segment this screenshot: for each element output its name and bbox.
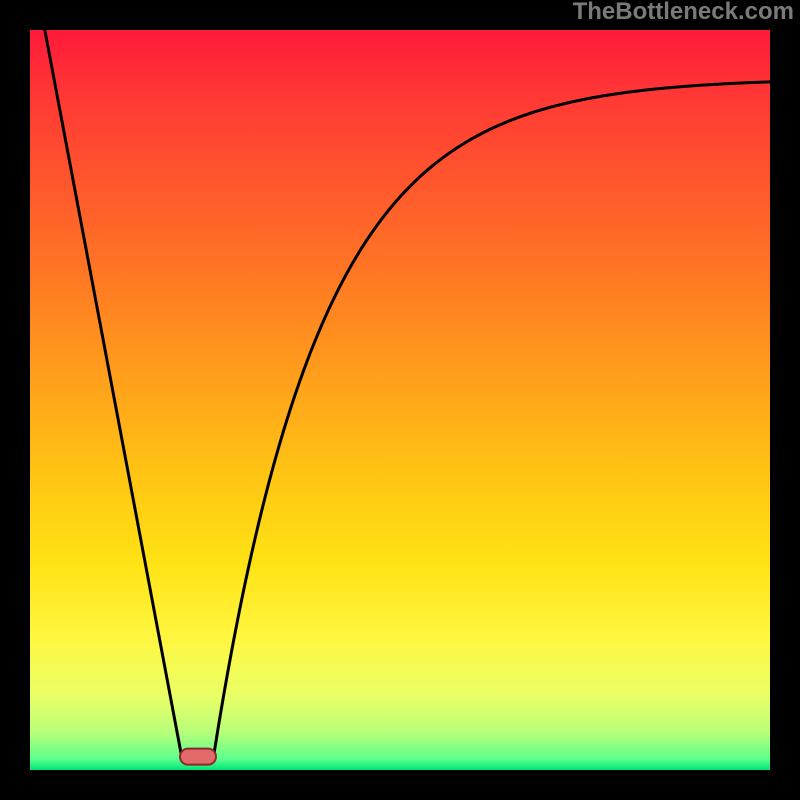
stage: TheBottleneck.com (0, 0, 800, 800)
gradient-background (30, 30, 770, 770)
plot-svg (30, 30, 770, 770)
plot-area (30, 30, 770, 770)
minimum-marker-capsule (180, 749, 216, 765)
watermark-text: TheBottleneck.com (573, 0, 794, 24)
